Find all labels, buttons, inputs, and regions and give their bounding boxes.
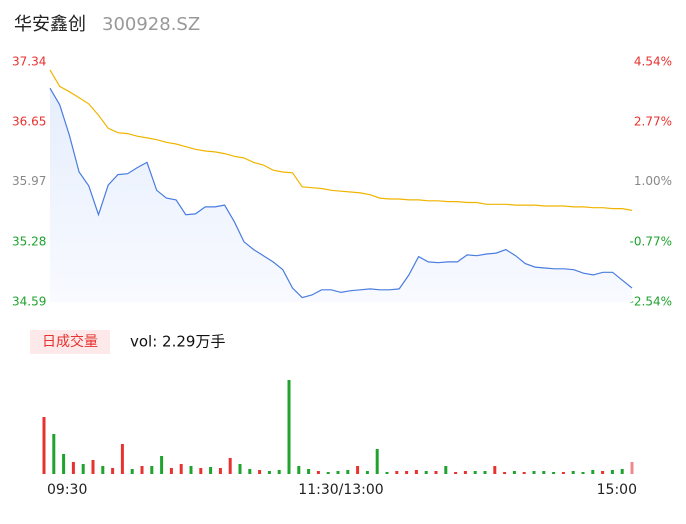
stock-code: 300928.SZ — [102, 14, 200, 35]
volume-bar — [395, 471, 399, 474]
volume-bar — [238, 464, 242, 474]
volume-bar — [316, 471, 320, 474]
volume-bar — [542, 471, 546, 474]
volume-bar — [473, 471, 477, 474]
volume-bar — [512, 471, 516, 474]
x-tick-label: 09:30 — [47, 482, 87, 498]
volume-bar — [532, 471, 536, 474]
volume-bar — [630, 462, 634, 474]
volume-bar — [150, 466, 154, 474]
volume-bar — [346, 470, 350, 474]
volume-bar — [81, 464, 85, 474]
y2-tick-label: 2.77% — [634, 115, 672, 129]
volume-bar — [493, 466, 497, 474]
volume-bar — [581, 472, 585, 474]
y2-tick-label: 4.54% — [634, 55, 672, 69]
volume-bar — [218, 468, 222, 474]
volume-bar — [375, 449, 379, 474]
volume-bar — [405, 471, 409, 474]
volume-bar — [277, 470, 281, 474]
volume-bar — [111, 468, 115, 474]
y2-tick-label: 1.00% — [634, 174, 672, 188]
volume-bar — [160, 456, 164, 474]
volume-bar — [591, 470, 595, 474]
volume-bar — [62, 454, 66, 474]
y-tick-label: 34.59 — [12, 295, 46, 309]
volume-bar — [610, 470, 614, 474]
volume-bar — [307, 469, 311, 474]
volume-label: vol: 2.29万手 — [130, 333, 225, 351]
y-tick-label: 35.28 — [12, 234, 46, 248]
volume-bar — [228, 458, 232, 474]
volume-bar — [101, 466, 105, 474]
volume-bar — [414, 470, 418, 474]
volume-bar — [385, 472, 389, 474]
volume-bar — [130, 469, 134, 474]
volume-bar — [454, 472, 458, 474]
y-tick-label: 35.97 — [12, 174, 46, 188]
volume-bar — [169, 468, 173, 474]
volume-bar — [424, 471, 428, 474]
volume-bar — [561, 472, 565, 474]
volume-bar — [503, 472, 507, 474]
volume-bar — [336, 471, 340, 474]
volume-bar — [483, 471, 487, 474]
y-tick-label: 36.65 — [12, 115, 46, 129]
average-line — [49, 69, 633, 211]
volume-bar — [522, 472, 526, 474]
volume-bar — [444, 466, 448, 474]
y2-tick-label: -2.54% — [630, 295, 672, 309]
volume-bar — [463, 471, 467, 474]
volume-legend: 日成交量 — [42, 333, 98, 350]
volume-bar — [552, 472, 556, 474]
volume-bar — [267, 471, 271, 474]
volume-bar — [91, 460, 95, 474]
volume-bar — [120, 444, 124, 474]
volume-bar — [199, 468, 203, 474]
stock-name: 华安鑫创 — [14, 14, 86, 35]
y2-tick-label: -0.77% — [630, 234, 672, 248]
volume-bar — [52, 434, 56, 474]
volume-bar — [287, 380, 291, 474]
legend-box — [30, 330, 110, 354]
price-line — [49, 87, 633, 299]
volume-bar — [209, 467, 213, 474]
y-tick-label: 37.34 — [12, 55, 46, 69]
x-tick-label: 11:30/13:00 — [298, 482, 383, 498]
volume-bar — [571, 471, 575, 474]
x-tick-label: 15:00 — [597, 482, 637, 498]
volume-bar — [297, 466, 301, 474]
volume-bar — [42, 417, 46, 474]
volume-bar — [258, 470, 262, 474]
volume-bar — [601, 471, 605, 474]
volume-bar — [365, 471, 369, 474]
volume-bar — [140, 466, 144, 474]
volume-bar — [179, 464, 183, 474]
volume-bar — [620, 469, 624, 474]
volume-bar — [189, 466, 193, 474]
volume-bar — [326, 472, 330, 474]
volume-bar — [356, 466, 360, 474]
volume-bar — [71, 462, 75, 474]
volume-bar — [434, 471, 438, 474]
price-area — [50, 88, 632, 302]
volume-bar — [248, 469, 252, 474]
